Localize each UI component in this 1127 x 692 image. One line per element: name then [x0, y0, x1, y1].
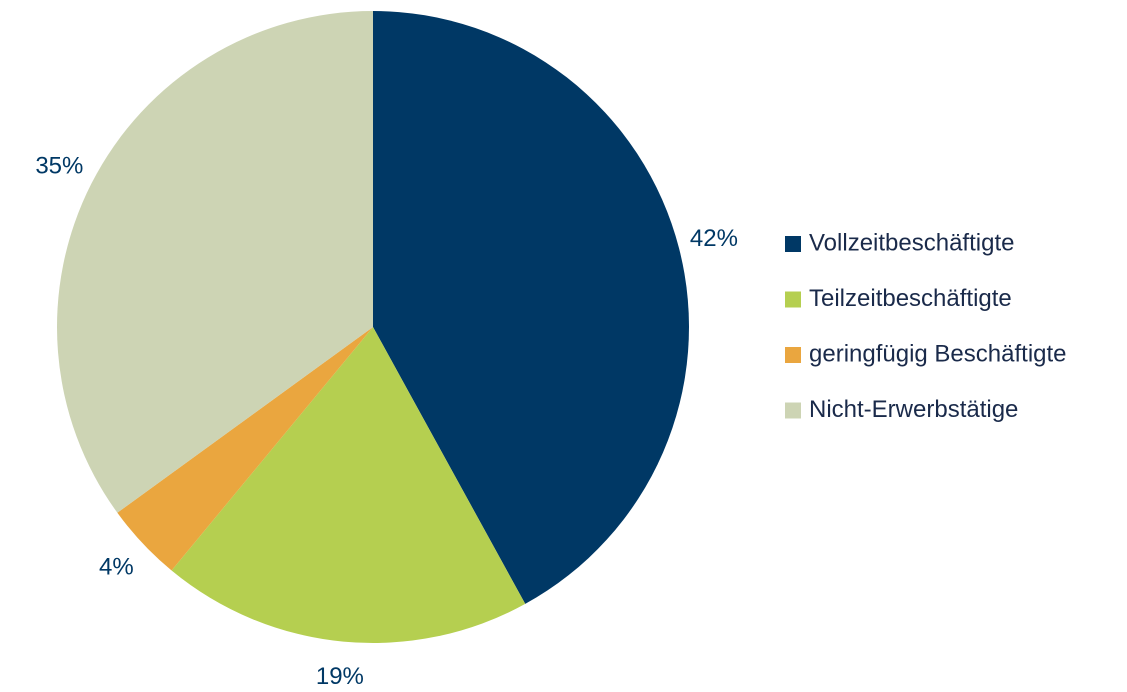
pie-slice [373, 11, 689, 604]
pie [57, 11, 689, 643]
legend: Vollzeitbeschäftigte Teilzeitbeschäftigte… [785, 229, 1067, 423]
legend-swatch [785, 291, 801, 308]
pie-slice [117, 327, 373, 571]
legend-label: geringfügig Beschäftigte [809, 340, 1067, 367]
legend-label: Nicht-Erwerbstätige [809, 396, 1018, 423]
pie-slice [57, 11, 373, 513]
pie-slice [171, 327, 526, 643]
legend-swatch [785, 402, 801, 419]
legend-swatch [785, 347, 801, 363]
data-labels: 42% 19% 4% 35% [35, 153, 738, 690]
data-label: 35% [35, 153, 83, 180]
legend-swatch [785, 236, 801, 252]
data-label: 19% [316, 663, 364, 690]
data-label: 42% [690, 225, 738, 252]
legend-label: Teilzeitbeschäftigte [809, 285, 1012, 312]
data-label: 4% [99, 553, 134, 580]
legend-label: Vollzeitbeschäftigte [809, 229, 1014, 256]
